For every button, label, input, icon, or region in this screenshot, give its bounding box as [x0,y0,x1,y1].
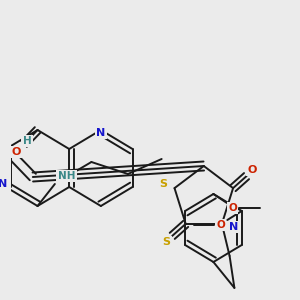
Text: S: S [163,237,170,247]
Text: N: N [229,222,238,232]
Text: N: N [96,128,106,138]
Text: S: S [159,179,167,189]
Text: NH: NH [58,171,75,181]
Text: O: O [216,220,225,230]
Text: O: O [12,147,21,157]
Text: O: O [228,203,237,213]
Text: H: H [23,136,32,146]
Text: O: O [248,165,257,175]
Text: N: N [0,179,8,189]
